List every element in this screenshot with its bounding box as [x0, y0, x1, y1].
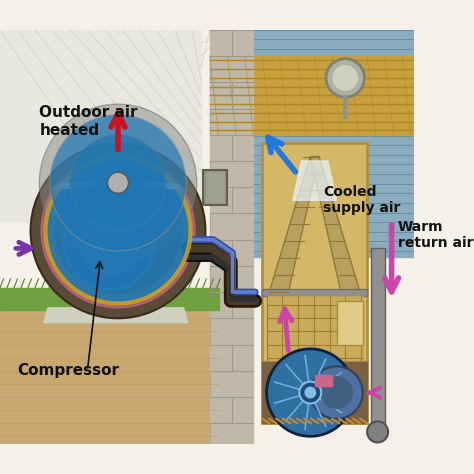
Polygon shape	[206, 173, 224, 202]
Polygon shape	[210, 56, 414, 135]
Circle shape	[70, 135, 166, 231]
Circle shape	[55, 168, 181, 294]
Polygon shape	[118, 183, 184, 190]
Polygon shape	[0, 30, 201, 222]
Text: Warm
return air: Warm return air	[398, 220, 473, 250]
Circle shape	[300, 382, 321, 403]
Polygon shape	[310, 156, 360, 292]
Circle shape	[310, 366, 363, 419]
Polygon shape	[266, 296, 363, 360]
Circle shape	[367, 421, 388, 442]
Circle shape	[79, 213, 140, 274]
Polygon shape	[0, 310, 219, 444]
Polygon shape	[118, 166, 123, 183]
Polygon shape	[293, 161, 337, 201]
Circle shape	[50, 115, 186, 251]
Circle shape	[326, 59, 365, 97]
Text: Cooled
supply air: Cooled supply air	[323, 185, 401, 215]
Polygon shape	[262, 362, 367, 423]
Circle shape	[321, 377, 352, 408]
Bar	[372, 248, 384, 423]
Polygon shape	[113, 183, 118, 207]
Circle shape	[46, 158, 191, 303]
Text: Compressor: Compressor	[18, 363, 119, 378]
Circle shape	[266, 349, 354, 436]
Polygon shape	[262, 144, 367, 423]
Circle shape	[92, 156, 144, 209]
Circle shape	[108, 173, 128, 193]
Polygon shape	[245, 30, 414, 257]
Polygon shape	[262, 290, 367, 296]
Text: Outdoor air
heated: Outdoor air heated	[39, 105, 138, 138]
Polygon shape	[44, 308, 188, 323]
Circle shape	[41, 154, 195, 308]
Polygon shape	[203, 170, 227, 205]
Polygon shape	[315, 375, 332, 386]
Polygon shape	[337, 301, 363, 345]
Polygon shape	[269, 156, 319, 292]
Polygon shape	[52, 182, 118, 190]
Circle shape	[50, 163, 186, 299]
Circle shape	[333, 66, 357, 90]
Circle shape	[31, 144, 205, 318]
Circle shape	[64, 199, 155, 290]
Circle shape	[305, 387, 316, 398]
Circle shape	[39, 104, 197, 262]
Polygon shape	[0, 288, 219, 310]
Polygon shape	[210, 30, 254, 444]
